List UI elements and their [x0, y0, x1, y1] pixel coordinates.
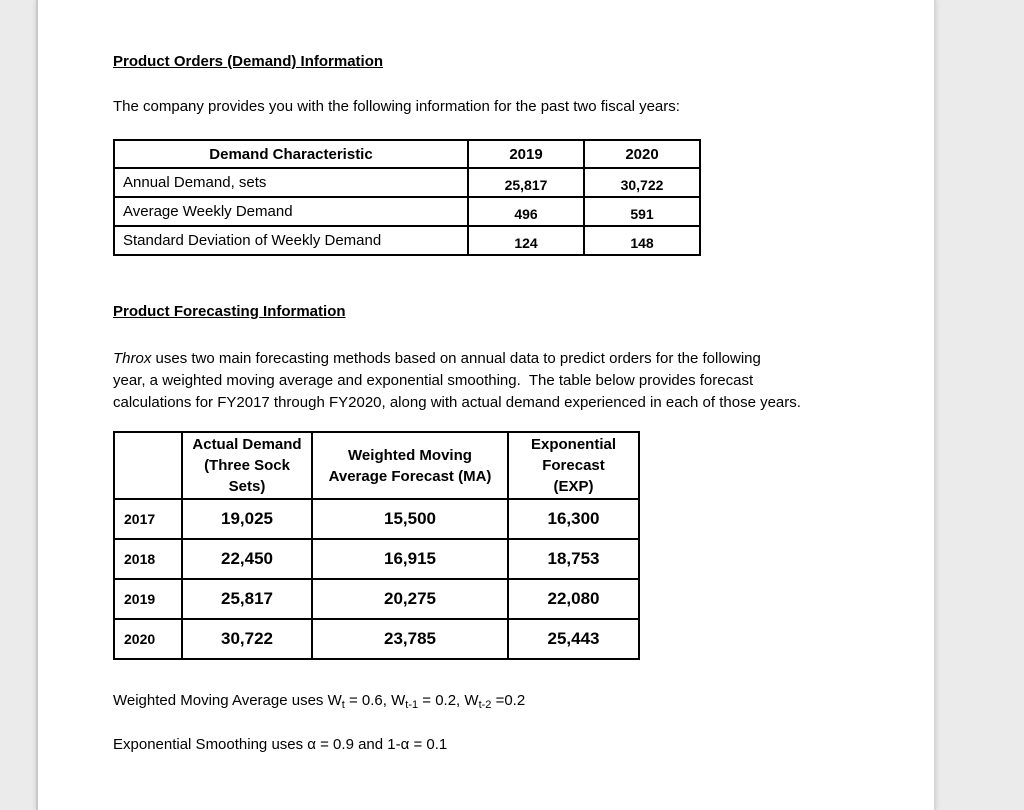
cell-value: 20,275 [311, 578, 509, 620]
table-row: 2019 25,817 20,275 22,080 [113, 578, 640, 620]
subscript-t-2: t-2 [478, 699, 492, 711]
demand-table: Demand Characteristic 2019 2020 Annual D… [113, 139, 701, 256]
row-label: Annual Demand, sets [113, 167, 469, 198]
forecast-table-header-row: Actual Demand (Three Sock Sets) Weighted… [113, 431, 640, 500]
cell-value: 16,915 [311, 538, 509, 580]
note-text: = 0.2, W [418, 692, 479, 709]
section-title-product-orders: Product Orders (Demand) Information [113, 53, 384, 70]
subscript-t: t [341, 699, 345, 711]
demand-table-header-row: Demand Characteristic 2019 2020 [113, 139, 701, 169]
exponential-smoothing-note: Exponential Smoothing uses α = 0.9 and 1… [113, 736, 448, 753]
document-content: Product Orders (Demand) Information The … [38, 53, 934, 756]
table-row: Standard Deviation of Weekly Demand 124 … [113, 225, 701, 256]
document-page: Product Orders (Demand) Information The … [36, 0, 936, 810]
cell-value: 148 [583, 225, 701, 256]
row-year: 2018 [113, 538, 183, 580]
cell-value: 25,817 [181, 578, 313, 620]
demand-table-header-2019: 2019 [467, 139, 585, 169]
section-title-product-forecasting: Product Forecasting Information [113, 303, 346, 320]
note-text: Weighted Moving Average uses W [113, 692, 342, 709]
forecast-table: Actual Demand (Three Sock Sets) Weighted… [113, 431, 640, 660]
cell-value: 22,450 [181, 538, 313, 580]
cell-value: 18,753 [507, 538, 640, 580]
cell-value: 124 [467, 225, 585, 256]
demand-table-header-2020: 2020 [583, 139, 701, 169]
note-text: =0.2 [491, 692, 526, 709]
cell-value: 15,500 [311, 498, 509, 540]
note-text: = 0.6, W [344, 692, 406, 709]
cell-value: 591 [583, 196, 701, 227]
cell-value: 19,025 [181, 498, 313, 540]
forecast-table-header-actual-demand: Actual Demand (Three Sock Sets) [181, 431, 313, 500]
cell-value: 23,785 [311, 618, 509, 660]
row-year: 2017 [113, 498, 183, 540]
cell-value: 30,722 [583, 167, 701, 198]
intro-paragraph: The company provides you with the follow… [113, 98, 680, 115]
table-row: 2017 19,025 15,500 16,300 [113, 498, 640, 540]
forecast-table-header-empty [113, 431, 183, 500]
cell-value: 22,080 [507, 578, 640, 620]
forecast-table-header-exponential: Exponential Forecast (EXP) [507, 431, 640, 500]
row-label: Average Weekly Demand [113, 196, 469, 227]
weighted-moving-average-note: Weighted Moving Average uses Wt = 0.6, W… [113, 690, 904, 712]
forecasting-paragraph: Throx uses two main forecasting methods … [113, 348, 904, 414]
table-row: Annual Demand, sets 25,817 30,722 [113, 167, 701, 198]
company-name: Throx [113, 350, 152, 367]
subscript-t-1: t-1 [405, 699, 419, 711]
row-year: 2019 [113, 578, 183, 620]
forecasting-paragraph-text: uses two main forecasting methods based … [113, 350, 801, 411]
demand-table-header-characteristic: Demand Characteristic [113, 139, 469, 169]
forecast-table-header-moving-average: Weighted Moving Average Forecast (MA) [311, 431, 509, 500]
cell-value: 25,443 [507, 618, 640, 660]
cell-value: 25,817 [467, 167, 585, 198]
cell-value: 16,300 [507, 498, 640, 540]
table-row: Average Weekly Demand 496 591 [113, 196, 701, 227]
table-row: 2018 22,450 16,915 18,753 [113, 538, 640, 580]
table-row: 2020 30,722 23,785 25,443 [113, 618, 640, 660]
row-year: 2020 [113, 618, 183, 660]
cell-value: 30,722 [181, 618, 313, 660]
row-label: Standard Deviation of Weekly Demand [113, 225, 469, 256]
cell-value: 496 [467, 196, 585, 227]
